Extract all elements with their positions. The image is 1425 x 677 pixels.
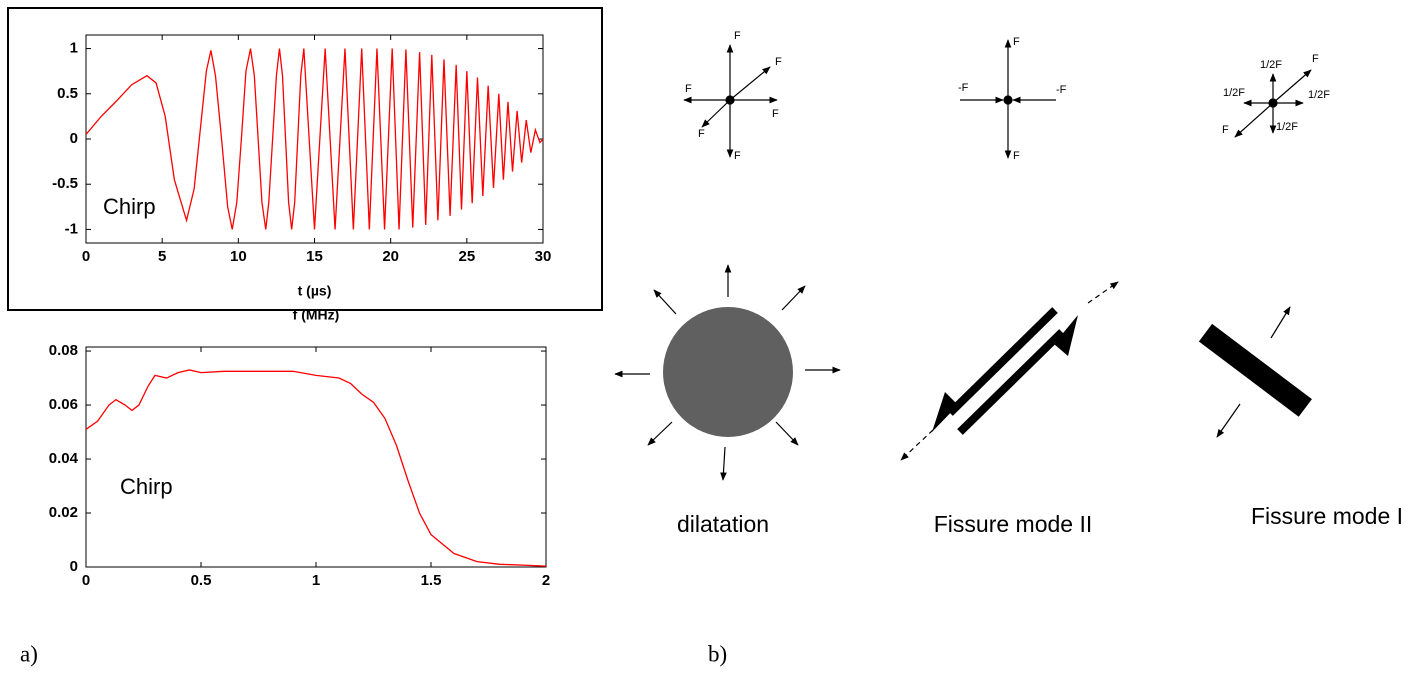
force-label: F bbox=[772, 108, 779, 120]
force-label: F bbox=[1222, 124, 1229, 136]
x-tick-label: 0 bbox=[82, 572, 90, 589]
source-mixed bbox=[1234, 69, 1312, 138]
x-tick-label: 0.5 bbox=[191, 572, 212, 589]
chart: 0 5 10 15 20 25 30 -1 -0.5 0 0.5 1 Chirp t (µs) bbox=[52, 34, 552, 299]
fissure-mode-i bbox=[1198, 306, 1312, 438]
dilatation-arrows bbox=[614, 264, 841, 481]
dilatation-sphere bbox=[663, 307, 793, 437]
force-label: 1/2F bbox=[1276, 121, 1298, 133]
mechanism-label: Fissure mode I bbox=[1251, 503, 1403, 529]
force-label: 1/2F bbox=[1223, 87, 1245, 99]
force-label: F bbox=[1013, 36, 1020, 48]
y-tick-label: 0.06 bbox=[49, 396, 78, 413]
x-axis-label: t (µs) bbox=[298, 283, 332, 299]
force-label: -F bbox=[1056, 84, 1067, 96]
y-tick-label: 0.08 bbox=[49, 342, 78, 359]
force-label: F bbox=[734, 30, 741, 42]
fissure-mode-ii bbox=[900, 281, 1119, 461]
source-dipole bbox=[960, 39, 1056, 159]
x-tick-label: 5 bbox=[158, 248, 166, 265]
y-tick-label: -0.5 bbox=[52, 175, 78, 192]
x-tick-label: 2 bbox=[542, 572, 550, 589]
y-tick-label: 0.5 bbox=[57, 85, 78, 102]
annotation: Chirp bbox=[103, 194, 156, 219]
force-label: 1/2F bbox=[1308, 89, 1330, 101]
force-label: -F bbox=[958, 82, 969, 94]
force-label: F bbox=[685, 83, 692, 95]
panel-frame bbox=[7, 7, 603, 311]
source-explosion bbox=[683, 44, 778, 158]
annotation: Chirp bbox=[120, 474, 173, 499]
y-tick-label: 0 bbox=[70, 558, 78, 575]
figure-label: a) bbox=[20, 641, 38, 666]
data-line bbox=[85, 48, 544, 230]
force-label: F bbox=[698, 128, 705, 140]
y-tick-label: 0.02 bbox=[49, 504, 78, 521]
force-label: F bbox=[1312, 53, 1319, 65]
x-tick-label: 10 bbox=[230, 248, 247, 265]
x-tick-label: 30 bbox=[535, 248, 552, 265]
mechanism-label: dilatation bbox=[677, 511, 769, 537]
force-label: F bbox=[734, 150, 741, 162]
chart: 0 0.5 1 1.5 2 0 0.02 0.04 0.06 0.08 Chirp f (MHz) bbox=[49, 307, 550, 589]
force-label: F bbox=[1013, 150, 1020, 162]
data-line bbox=[85, 369, 547, 567]
mechanism-label: Fissure mode II bbox=[934, 511, 1093, 537]
y-tick-label: -1 bbox=[65, 220, 78, 237]
figure-label: b) bbox=[708, 641, 727, 666]
y-tick-label: 0 bbox=[70, 130, 78, 147]
x-tick-label: 20 bbox=[382, 248, 399, 265]
x-tick-label: 1.5 bbox=[421, 572, 442, 589]
y-tick-label: 1 bbox=[70, 40, 78, 57]
force-label: F bbox=[775, 56, 782, 68]
x-axis-label: f (MHz) bbox=[293, 307, 340, 323]
x-tick-label: 15 bbox=[306, 248, 323, 265]
x-tick-label: 0 bbox=[82, 248, 90, 265]
x-tick-label: 1 bbox=[312, 572, 320, 589]
y-tick-label: 0.04 bbox=[49, 450, 79, 467]
force-label: 1/2F bbox=[1260, 59, 1282, 71]
plot-area bbox=[85, 346, 547, 568]
x-tick-label: 25 bbox=[458, 248, 475, 265]
